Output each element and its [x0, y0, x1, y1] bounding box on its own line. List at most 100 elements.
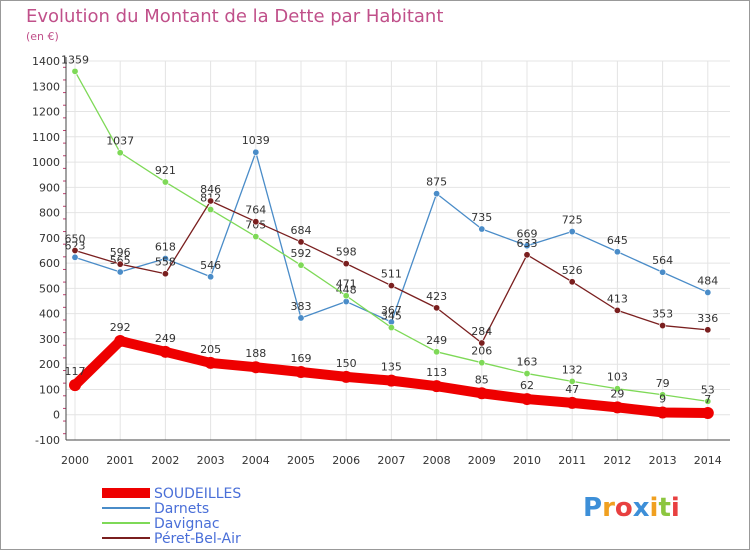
data-point — [161, 178, 169, 186]
y-tick-label: 0 — [53, 409, 60, 422]
data-point — [207, 273, 215, 281]
data-label: 1039 — [242, 134, 270, 147]
data-label: 345 — [381, 310, 402, 323]
x-tick-label: 2009 — [468, 454, 496, 467]
data-point — [161, 255, 169, 263]
data-point — [116, 268, 124, 276]
data-point — [295, 366, 307, 379]
x-tick-label: 2010 — [513, 454, 541, 467]
data-label: 1037 — [106, 135, 134, 148]
data-label: 592 — [291, 247, 312, 260]
y-tick-label: 1300 — [32, 80, 60, 93]
data-label: 596 — [110, 246, 131, 259]
data-point — [159, 345, 172, 358]
data-label: 188 — [245, 347, 266, 360]
data-label: 725 — [562, 214, 583, 227]
data-point — [204, 356, 217, 369]
y-tick-label: 400 — [39, 308, 60, 321]
data-point — [521, 393, 533, 406]
data-point — [613, 248, 621, 256]
data-label: 113 — [426, 366, 447, 379]
data-point — [613, 306, 621, 314]
legend-label: Davignac — [154, 516, 220, 532]
data-point — [704, 326, 712, 334]
data-point — [478, 339, 486, 347]
data-point — [568, 228, 576, 236]
data-point — [385, 374, 398, 387]
data-point — [659, 322, 667, 330]
data-label: 846 — [200, 183, 221, 196]
data-point — [611, 401, 624, 414]
data-point — [297, 314, 305, 322]
data-label: 135 — [381, 361, 402, 374]
y-tick-label: 1200 — [32, 106, 60, 119]
data-point — [613, 385, 621, 393]
data-label: 423 — [426, 290, 447, 303]
y-tick-label: 700 — [39, 232, 60, 245]
data-label: 565 — [110, 254, 131, 267]
x-tick-label: 2007 — [377, 454, 405, 467]
data-point — [252, 148, 260, 156]
data-label: 103 — [607, 371, 628, 384]
data-label: 292 — [110, 321, 131, 334]
data-point — [114, 334, 127, 347]
data-label: 413 — [607, 292, 628, 305]
x-tick-label: 2002 — [151, 454, 179, 467]
data-point — [704, 288, 712, 296]
y-tick-label: 800 — [39, 207, 60, 220]
data-point — [252, 218, 260, 226]
data-label: 206 — [471, 345, 492, 358]
y-tick-label: 100 — [39, 383, 60, 396]
data-point — [568, 377, 576, 385]
data-point — [116, 149, 124, 157]
chart-title: Evolution du Montant de la Dette par Hab… — [26, 6, 443, 27]
data-point — [523, 242, 531, 250]
data-label: 62 — [520, 379, 534, 392]
data-label: 633 — [517, 237, 538, 250]
data-label: 249 — [155, 332, 176, 345]
data-point — [656, 406, 669, 419]
y-tick-label: 200 — [39, 358, 60, 371]
legend-label: Darnets — [154, 501, 209, 517]
data-label: 448 — [336, 284, 357, 297]
data-point — [249, 361, 262, 374]
data-point — [475, 387, 488, 400]
data-label: 669 — [517, 228, 538, 241]
data-label: 85 — [475, 373, 489, 386]
data-point — [433, 304, 441, 312]
y-tick-label: -100 — [35, 434, 60, 447]
data-label: 598 — [336, 246, 357, 259]
data-point — [342, 298, 350, 306]
data-point — [433, 190, 441, 198]
x-tick-label: 2014 — [694, 454, 722, 467]
data-point — [523, 251, 531, 259]
data-label: 921 — [155, 164, 176, 177]
data-label: 353 — [652, 308, 673, 321]
data-point — [69, 379, 81, 392]
data-label: 875 — [426, 176, 447, 189]
x-tick-label: 2004 — [242, 454, 270, 467]
data-point — [701, 406, 714, 419]
y-tick-label: 300 — [39, 333, 60, 346]
data-label: 132 — [562, 363, 583, 376]
data-label: 684 — [291, 224, 312, 237]
data-point — [207, 206, 215, 214]
data-point — [568, 278, 576, 286]
data-label: 564 — [652, 254, 673, 267]
data-label: 645 — [607, 234, 628, 247]
proxiti-logo: Proxiti — [583, 493, 680, 523]
data-label: 7 — [704, 393, 711, 406]
x-tick-label: 2005 — [287, 454, 315, 467]
data-label: 169 — [291, 352, 312, 365]
data-point — [71, 67, 79, 75]
data-point — [342, 260, 350, 268]
y-tick-label: 1000 — [32, 156, 60, 169]
data-label: 764 — [245, 204, 266, 217]
data-point — [342, 292, 350, 300]
data-label: 623 — [65, 239, 86, 252]
data-label: 367 — [381, 304, 402, 317]
data-label: 249 — [426, 334, 447, 347]
